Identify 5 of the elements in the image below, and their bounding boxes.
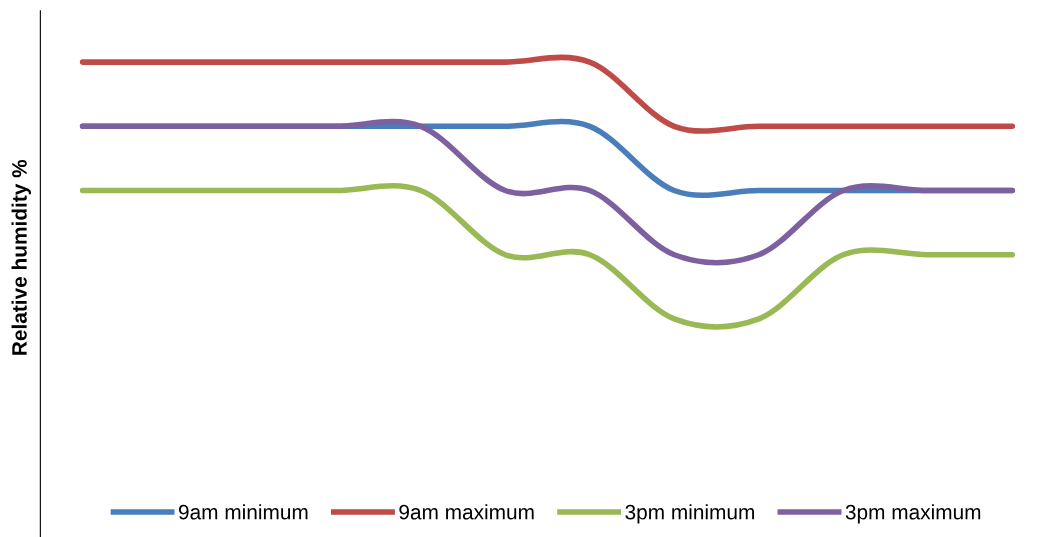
y-axis-title: Relative humidity % xyxy=(11,159,31,355)
legend-label: 9am maximum xyxy=(399,504,534,520)
legend-label: 9am minimum xyxy=(178,504,308,520)
legend-label: 3pm minimum xyxy=(625,504,754,524)
legend-label: 3pm maximum xyxy=(845,504,981,524)
